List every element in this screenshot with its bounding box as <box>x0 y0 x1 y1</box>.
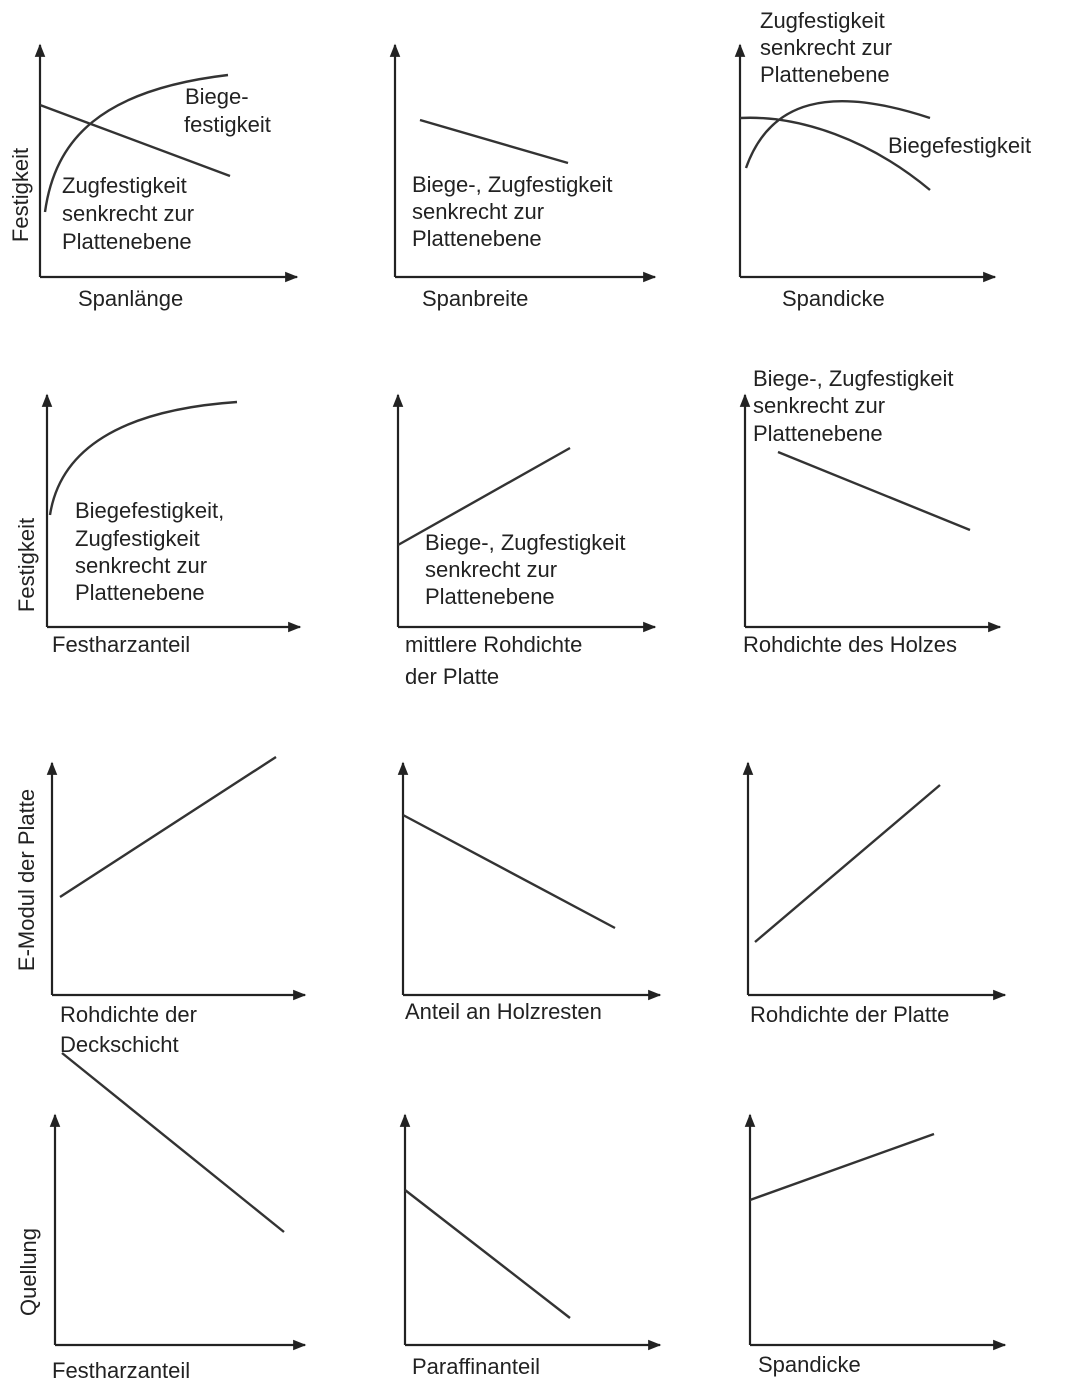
note: Biege-, Zugfestigkeit <box>412 172 613 197</box>
note: senkrecht zur <box>425 557 557 582</box>
curve <box>404 1189 571 1319</box>
note: Biege- <box>185 84 249 109</box>
note: Plattenebene <box>62 229 192 254</box>
x-label: Spandicke <box>758 1352 861 1377</box>
x-label: Rohdichte des Holzes <box>743 632 957 657</box>
curve <box>419 118 569 165</box>
x-label: Deckschicht <box>60 1032 179 1057</box>
note: senkrecht zur <box>760 35 892 60</box>
note: Zugfestigkeit <box>62 173 187 198</box>
note: Plattenebene <box>753 421 883 446</box>
x-label: Spandicke <box>782 286 885 311</box>
labels: Biege- festigkeit Zugfestigkeit senkrech… <box>8 8 1031 1383</box>
x-label: Rohdichte der Platte <box>750 1002 949 1027</box>
x-label: Festharzanteil <box>52 632 190 657</box>
curve <box>397 446 571 547</box>
x-label: Anteil an Holzresten <box>405 999 602 1024</box>
note: senkrecht zur <box>75 553 207 578</box>
note: senkrecht zur <box>412 199 544 224</box>
curve <box>744 100 931 169</box>
y-label: E-Modul der Platte <box>14 789 39 971</box>
curves <box>39 73 971 1319</box>
note: senkrecht zur <box>753 393 885 418</box>
note: Plattenebene <box>425 584 555 609</box>
note: Zugfestigkeit <box>75 526 200 551</box>
curve <box>59 755 277 899</box>
curve <box>48 400 238 516</box>
x-label: mittlere Rohdichte <box>405 632 582 657</box>
note: Zugfestigkeit <box>760 8 885 33</box>
note: festigkeit <box>184 112 271 137</box>
note: Plattenebene <box>760 62 890 87</box>
curve <box>777 450 971 532</box>
note: Biegefestigkeit <box>888 133 1031 158</box>
x-label: Paraffinanteil <box>412 1354 540 1379</box>
note: Plattenebene <box>75 580 205 605</box>
note: Biegefestigkeit, <box>75 498 224 523</box>
y-label: Festigkeit <box>8 148 33 242</box>
curve <box>402 813 616 930</box>
x-label: Spanbreite <box>422 286 528 311</box>
x-label: Rohdichte der <box>60 1002 197 1027</box>
note: Biege-, Zugfestigkeit <box>425 530 626 555</box>
note: Biege-, Zugfestigkeit <box>753 366 954 391</box>
curve <box>39 103 231 178</box>
curve <box>749 1132 935 1202</box>
x-label: der Platte <box>405 664 499 689</box>
curve <box>754 784 941 943</box>
curve <box>43 73 229 213</box>
x-label: Festharzanteil <box>52 1358 190 1383</box>
note: Plattenebene <box>412 226 542 251</box>
note: senkrecht zur <box>62 201 194 226</box>
y-label: Quellung <box>16 1228 41 1316</box>
axes <box>34 43 1007 1351</box>
y-label: Festigkeit <box>14 518 39 612</box>
curve <box>61 1052 285 1233</box>
x-label: Spanlänge <box>78 286 183 311</box>
curve <box>739 116 931 191</box>
